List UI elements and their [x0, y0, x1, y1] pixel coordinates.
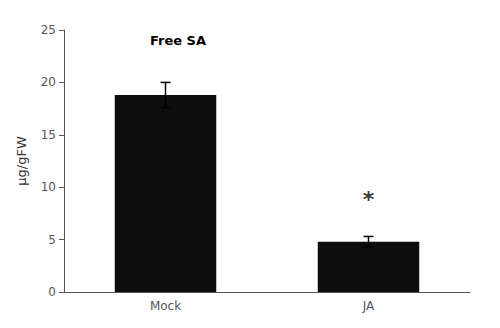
svg-text:0: 0: [48, 285, 56, 299]
svg-text:15: 15: [41, 128, 56, 142]
svg-text:5: 5: [48, 233, 56, 247]
svg-text:25: 25: [41, 23, 56, 37]
svg-text:μg/gFW: μg/gFW: [14, 136, 29, 186]
svg-text:*: *: [363, 187, 375, 212]
svg-text:10: 10: [41, 180, 56, 194]
svg-text:Mock: Mock: [150, 299, 181, 313]
svg-text:JA: JA: [362, 299, 375, 313]
svg-text:Free SA: Free SA: [150, 33, 206, 48]
svg-text:20: 20: [41, 75, 56, 89]
